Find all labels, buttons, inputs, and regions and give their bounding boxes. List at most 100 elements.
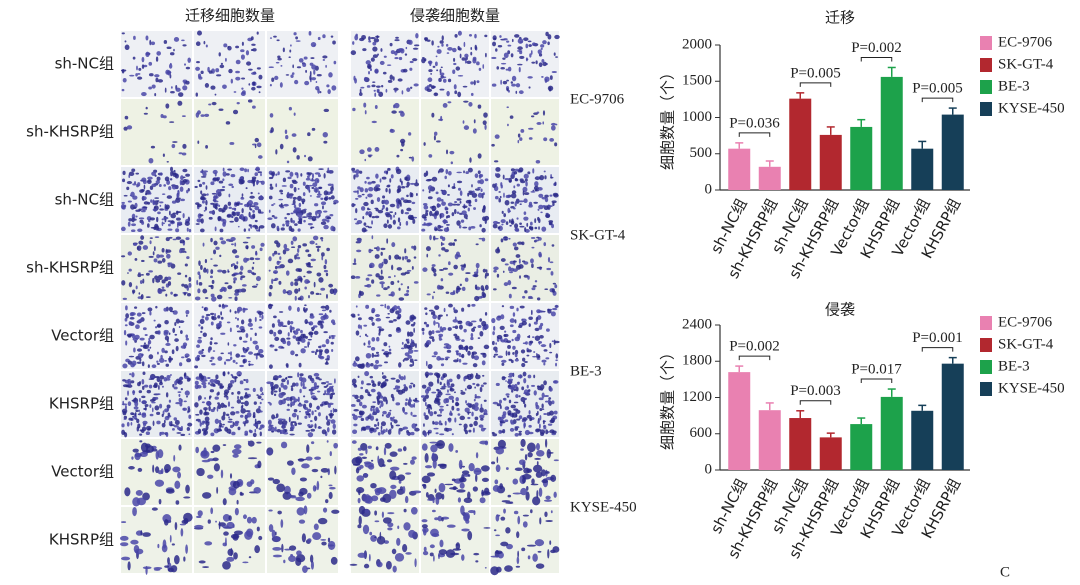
cell-stain [518,200,525,203]
cell-stain [269,402,272,406]
cell-stain [258,348,264,354]
cell-stain [360,417,365,422]
cell-stain [365,425,371,428]
cell-stain [141,361,145,367]
cell-stain [141,312,146,315]
cell-stain [363,494,371,504]
cell-stain [495,342,497,345]
cell-stain [201,459,211,463]
cell-stain [452,69,456,75]
cell-stain [316,193,322,196]
cell-stain [310,179,316,182]
cell-stain [516,333,521,340]
cell-stain [332,407,335,413]
cell-stain [161,347,165,353]
cell-stain [370,483,377,489]
cell-stain [446,52,450,54]
cell-stain [458,459,463,470]
cell-stain [511,83,517,87]
cell-stain [275,183,278,188]
cell-stain [254,219,258,223]
cell-stain [386,64,392,66]
cell-stain [288,416,291,423]
cell-stain [499,325,505,330]
cell-stain [290,401,296,406]
cell-stain [503,282,509,287]
cell-stain [477,192,483,198]
cell-stain [149,217,156,221]
cell-stain [240,408,246,414]
cell-stain [297,220,302,225]
cell-stain [393,319,397,322]
cell-stain [299,477,307,482]
cell-stain [234,310,237,314]
cell-stain [389,409,392,412]
cell-stain [213,378,218,384]
cell-stain [239,203,243,205]
cell-stain [123,418,127,420]
cell-stain [215,246,220,250]
cell-stain [527,452,533,458]
cell-stain [363,461,372,465]
cell-stain [434,488,437,494]
cell-stain [506,106,509,109]
cell-stain [164,350,168,354]
cell-stain [445,393,451,396]
cell-stain [359,464,364,469]
cell-stain [362,215,365,220]
cell-stain [539,429,546,435]
cell-stain [494,479,499,485]
cell-stain [484,34,488,38]
cell-stain [353,218,358,221]
cell-stain [437,314,441,320]
panel-label: C [1000,564,1010,580]
cell-stain [367,154,373,157]
cell-stain [511,338,514,342]
cell-stain [318,412,321,417]
cell-stain [148,354,154,360]
cell-stain [548,221,553,225]
cell-stain [399,376,405,381]
cell-stain [311,215,317,222]
cell-stain [358,505,366,515]
cell-stain [271,214,275,218]
cell-stain [245,333,249,338]
cell-stain [284,429,288,433]
cell-stain [412,490,422,494]
cell-stain [537,216,540,221]
cell-stain [182,342,188,347]
cell-stain [459,53,462,59]
cell-stain [291,203,296,206]
cell-stain [538,397,544,401]
cell-stain [401,185,406,189]
cell-stain [209,389,215,393]
cell-stain [407,285,410,289]
cell-stain [154,405,160,411]
cell-stain [379,178,382,183]
micrograph [267,99,338,165]
panel-header: 迁移细胞数量 [185,7,275,25]
cell-stain [154,225,160,231]
cell-stain [540,344,547,348]
cell-stain [519,275,521,279]
cell-stain [431,355,437,358]
cell-stain [514,223,519,229]
cell-stain [459,482,465,489]
cell-stain [327,183,333,187]
cell-stain [244,168,248,173]
cell-stain [271,278,274,285]
cell-stain [175,345,179,352]
cell-stain [122,77,127,83]
cell-stain [473,398,476,402]
cell-stain [389,178,392,183]
cell-stain [447,427,453,432]
cell-stain [431,330,435,335]
cell-stain [425,373,429,379]
cell-stain [280,441,288,449]
cell-stain [481,320,487,327]
cell-stain [200,170,204,174]
cell-stain [215,68,220,73]
micrograph [491,99,559,165]
cell-stain [198,373,203,378]
cell-stain [204,206,208,211]
